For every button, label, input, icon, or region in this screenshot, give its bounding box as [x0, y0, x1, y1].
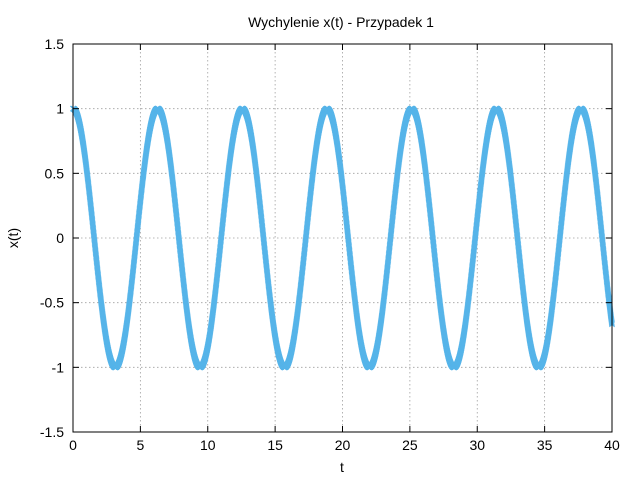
chart-title: Wychylenie x(t) - Przypadek 1 [248, 14, 434, 30]
x-tick-label: 40 [604, 437, 620, 453]
x-tick-label: 0 [69, 437, 77, 453]
data-series [70, 105, 615, 371]
x-tick-label: 25 [402, 437, 418, 453]
y-tick-label: -1.5 [40, 424, 64, 440]
series-layer [70, 105, 615, 371]
x-tick-label: 5 [136, 437, 144, 453]
x-tick-label: 30 [469, 437, 485, 453]
y-tick-label: 0.5 [45, 165, 65, 181]
y-axis-title: x(t) [5, 228, 21, 248]
y-tick-label: 1 [56, 101, 64, 117]
x-tick-label: 15 [267, 437, 283, 453]
x-tick-label: 10 [200, 437, 216, 453]
x-tick-label: 35 [537, 437, 553, 453]
y-tick-label: 0 [56, 230, 64, 246]
y-tick-label: -0.5 [40, 295, 64, 311]
x-tick-label: 20 [335, 437, 351, 453]
y-tick-label: -1 [52, 359, 65, 375]
y-tick-label: 1.5 [45, 36, 65, 52]
x-axis-title: t [340, 459, 344, 475]
